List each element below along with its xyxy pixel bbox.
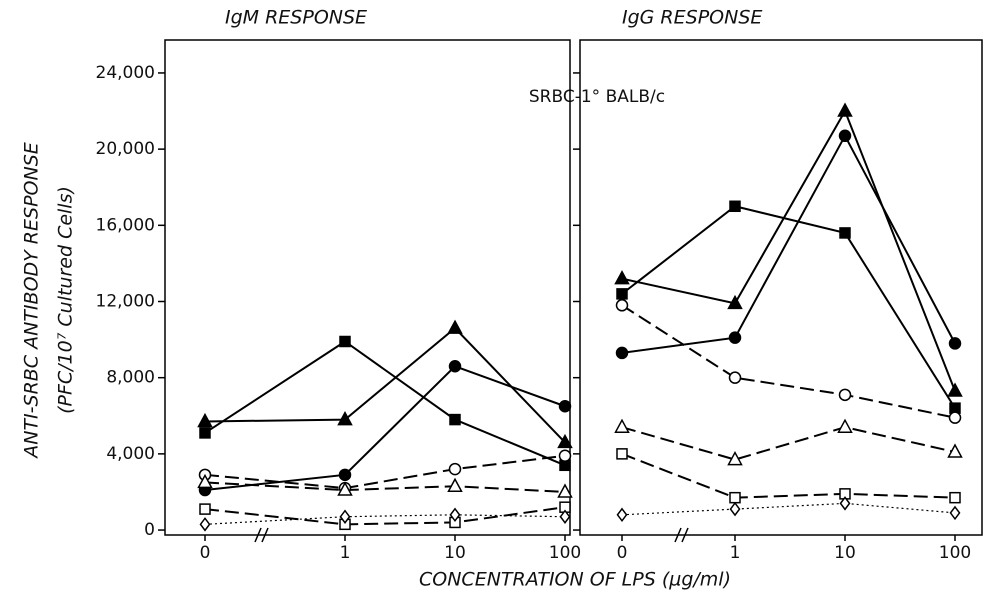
marker-square <box>949 491 961 504</box>
series-line <box>621 426 956 461</box>
marker-diamond <box>729 501 741 517</box>
marker-diamond <box>199 517 211 532</box>
marker-triangle <box>197 473 213 489</box>
marker-diamond <box>339 509 351 524</box>
x-axis-label: CONCENTRATION OF LPS (µg/ml) <box>419 569 731 591</box>
marker-triangle <box>727 451 743 466</box>
x-tick-label: 10 <box>444 543 466 563</box>
marker-circle <box>558 400 572 413</box>
x-tick-label: 0 <box>200 543 211 563</box>
y-axis-label: ANTI-SRBC ANTIBODY RESPONSE <box>21 142 43 460</box>
marker-triangle <box>947 382 963 397</box>
marker-circle <box>615 299 629 312</box>
marker-square <box>616 448 628 460</box>
marker-diamond <box>949 505 961 521</box>
y-axis-sublabel: (PFC/10⁷ Cultured Cells) <box>55 186 77 414</box>
marker-circle <box>338 468 352 482</box>
marker-triangle <box>727 294 743 310</box>
marker-triangle <box>614 418 630 433</box>
marker-square <box>449 413 461 426</box>
marker-triangle <box>837 102 853 117</box>
plot-frame <box>579 39 983 536</box>
marker-diamond <box>839 496 851 511</box>
marker-square <box>729 200 741 213</box>
marker-square <box>839 227 851 239</box>
y-tick-label: 0 <box>144 520 155 540</box>
series-line <box>204 454 566 490</box>
marker-triangle <box>557 433 573 449</box>
series-line <box>204 326 566 444</box>
marker-square <box>616 288 628 300</box>
series-line <box>621 502 956 516</box>
marker-circle <box>448 360 462 373</box>
x-tick-label: 1 <box>340 543 351 563</box>
series-line <box>204 365 566 492</box>
marker-triangle <box>197 412 213 428</box>
marker-square <box>199 427 211 439</box>
x-tick-label: 10 <box>834 543 856 563</box>
marker-circle <box>558 449 572 463</box>
plot-frame <box>164 39 571 536</box>
marker-triangle <box>557 483 573 498</box>
y-tick-label: 12,000 <box>96 291 155 311</box>
y-tick-label: 4,000 <box>106 444 155 464</box>
series-line <box>621 108 956 392</box>
marker-triangle <box>337 481 353 496</box>
marker-triangle <box>447 319 463 334</box>
y-tick-label: 20,000 <box>96 139 155 159</box>
marker-diamond <box>559 509 571 524</box>
marker-diamond <box>449 507 461 523</box>
marker-circle <box>728 371 742 384</box>
marker-triangle <box>947 443 963 458</box>
series-line <box>621 452 956 499</box>
x-tick-label: 1 <box>730 543 741 563</box>
y-tick-label: 24,000 <box>96 63 155 83</box>
series-line <box>621 133 956 354</box>
marker-diamond <box>616 507 628 523</box>
marker-triangle <box>447 477 463 492</box>
marker-circle <box>948 411 962 424</box>
x-tick-label: 0 <box>617 543 628 563</box>
panel-title: IgM RESPONSE <box>225 7 367 29</box>
marker-circle <box>838 388 852 402</box>
marker-circle <box>948 337 962 350</box>
marker-triangle <box>337 411 353 426</box>
series-line <box>621 304 956 419</box>
marker-circle <box>838 129 852 143</box>
panel-title: IgG RESPONSE <box>622 7 762 29</box>
y-tick-label: 16,000 <box>96 215 155 235</box>
series-line <box>204 340 566 467</box>
series-line <box>621 205 956 409</box>
series-line <box>204 514 566 525</box>
x-tick-label: 100 <box>549 543 581 563</box>
marker-circle <box>448 462 462 476</box>
marker-square <box>199 503 211 515</box>
marker-circle <box>728 331 742 344</box>
marker-triangle <box>614 270 630 285</box>
series-line <box>204 481 566 493</box>
marker-square <box>339 335 351 348</box>
annotation: SRBC-1° BALB/c <box>529 87 665 107</box>
marker-circle <box>615 346 629 360</box>
marker-square <box>729 491 741 504</box>
y-tick-label: 8,000 <box>106 368 155 388</box>
marker-triangle <box>837 418 853 433</box>
series-line <box>204 506 566 526</box>
x-tick-label: 100 <box>939 543 971 563</box>
